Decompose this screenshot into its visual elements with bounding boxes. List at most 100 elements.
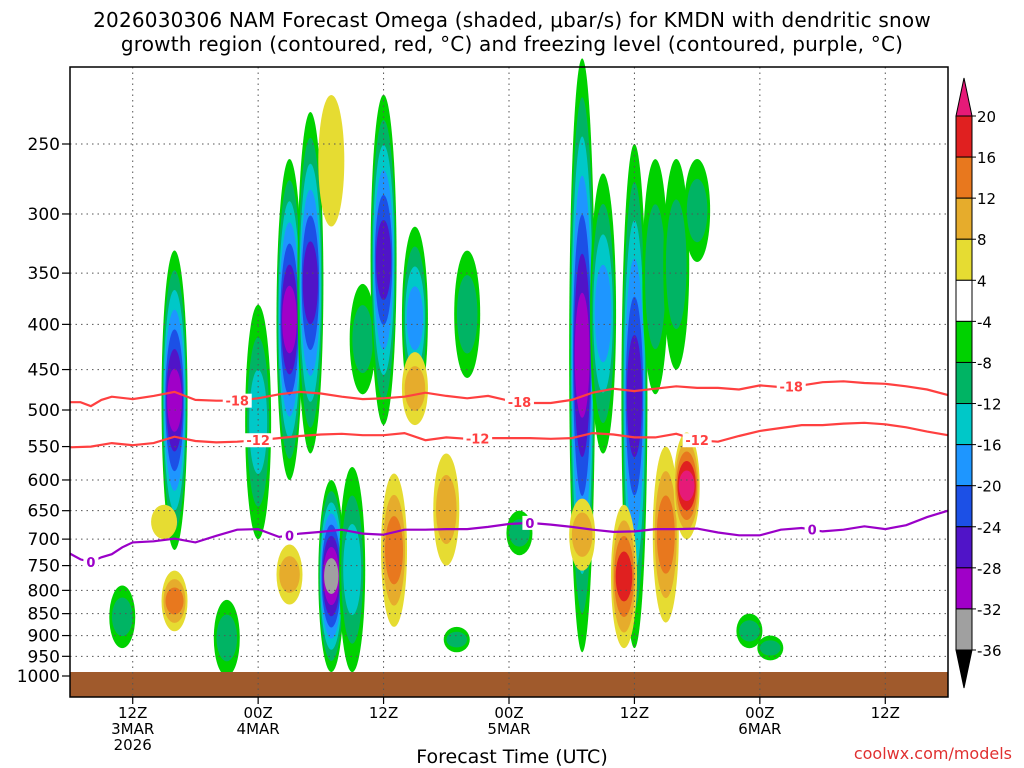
colorbar-label-7: -12 — [977, 396, 1002, 414]
contour-label-0: 0 — [285, 529, 294, 544]
x-axis-label: Forecast Time (UTC) — [416, 746, 608, 768]
omega-cell-31 — [736, 613, 763, 649]
omega-cell-10 — [339, 466, 366, 673]
contour-label--18: -18 — [508, 396, 532, 411]
omega-contour-2-12 — [165, 587, 184, 615]
contour-label-bg — [222, 393, 252, 408]
omega-contour-6--28 — [282, 285, 297, 354]
y-tick-label-600: 600 — [28, 471, 60, 491]
contour-label--12: -12 — [466, 432, 490, 447]
omega-contour-31--8 — [739, 620, 760, 642]
omega-cell-14 — [381, 473, 408, 627]
omega-cell-22 — [590, 173, 617, 454]
omega-contour-8-8 — [279, 556, 300, 593]
y-axis: 2503003504004505005506006507007508008509… — [17, 135, 70, 687]
omega-contour-3--8 — [111, 597, 133, 637]
omega-contour-15--16 — [406, 286, 424, 351]
colorbar-label-5: -4 — [977, 313, 992, 331]
colorbar-label-8: -16 — [977, 437, 1002, 455]
y-tick-label-850: 850 — [28, 605, 60, 625]
omega-cell-27 — [610, 504, 637, 649]
y-tick-label-450: 450 — [28, 361, 60, 381]
contour-label-bg — [522, 515, 538, 530]
y-tick-label-500: 500 — [28, 401, 60, 421]
contour-label-bg — [83, 555, 99, 570]
omega-cell-6 — [276, 159, 303, 481]
omega-contour-14-12 — [385, 516, 404, 585]
omega-cell-12 — [349, 283, 376, 395]
colorbar-swatch-8 — [955, 444, 973, 487]
omega-contour-4--8 — [216, 614, 238, 662]
omega-contour-1-4 — [151, 504, 178, 540]
omega-cell-30 — [569, 498, 596, 571]
contour--12-line — [69, 421, 949, 449]
colorbar-swatch-10 — [955, 526, 973, 569]
omega-contour-28-12 — [656, 495, 675, 574]
omega-cell-24 — [642, 159, 669, 395]
omega-contour-32--8 — [760, 640, 781, 656]
x-tick-label-6-1: 3MAR — [111, 720, 154, 738]
y-tick-label-1000: 1000 — [17, 667, 60, 687]
omega-cell-0 — [161, 250, 188, 550]
x-tick-label-78-0: 12Z — [871, 704, 900, 722]
y-tick-label-750: 750 — [28, 557, 60, 577]
omega-cell-4 — [213, 599, 240, 677]
colorbar-swatch-5 — [955, 320, 973, 363]
omega-contour-25--8 — [665, 199, 687, 330]
x-tick-label-54-0: 12Z — [620, 704, 649, 722]
y-tick-label-700: 700 — [28, 530, 60, 550]
omega-contour-30-8 — [571, 512, 593, 557]
contour-label-0: 0 — [808, 524, 817, 539]
chart-title: 2026030306 NAM Forecast Omega (shaded, μ… — [0, 8, 1024, 56]
contour-label--12: -12 — [685, 434, 709, 449]
y-tick-label-800: 800 — [28, 581, 60, 601]
colorbar-top-arrow — [955, 77, 973, 117]
x-tick-label-6-2: 2026 — [114, 736, 152, 754]
omega-contour-18--8 — [456, 275, 478, 354]
omega-contour-7--24 — [302, 241, 319, 325]
omega-contour-27-16 — [615, 551, 633, 602]
colorbar-swatch-3 — [955, 238, 973, 281]
contour-lines: -18 -18 -18 -12 -12 -12 0 0 0 0 — [69, 379, 949, 571]
colorbar-label-4: 4 — [977, 272, 987, 290]
colorbar-swatch-12 — [955, 608, 973, 651]
contour-label-bg — [804, 522, 820, 537]
y-tick-label-900: 900 — [28, 627, 60, 647]
colorbar-swatch-11 — [955, 567, 973, 610]
contour-label-bg — [682, 433, 712, 448]
omega-cell-8 — [276, 544, 303, 605]
grid-lines — [70, 67, 948, 697]
contour-label-bg — [776, 379, 806, 394]
colorbar-swatch-9 — [955, 485, 973, 528]
y-tick-label-350: 350 — [28, 264, 60, 284]
omega-contour-21--28 — [574, 292, 590, 418]
colorbar-label-10: -24 — [977, 519, 1002, 537]
y-tick-label-950: 950 — [28, 647, 60, 667]
contour-label-bg — [504, 394, 534, 409]
omega-contour-5--12 — [249, 369, 268, 475]
omega-cell-11 — [318, 94, 345, 227]
x-tick-label-30-0: 12Z — [369, 704, 398, 722]
omega-contour-19--8 — [446, 631, 468, 648]
omega-cell-1 — [151, 504, 178, 540]
omega-cell-19 — [443, 626, 470, 653]
colorbar-label-6: -8 — [977, 354, 992, 372]
title-line-1: 2026030306 NAM Forecast Omega (shaded, μ… — [93, 8, 931, 32]
colorbar-label-1: 16 — [977, 149, 996, 167]
contour-label-0: 0 — [86, 556, 95, 571]
y-tick-label-400: 400 — [28, 315, 60, 335]
colorbar-label-0: 20 — [977, 108, 996, 126]
omega-cell-7 — [297, 112, 324, 454]
omega-cell-32 — [757, 635, 784, 661]
omega-contour-29-20 — [678, 470, 695, 502]
omega-contour-24--8 — [645, 204, 666, 350]
omega-cell-5 — [245, 304, 272, 540]
omega-cell-17 — [433, 453, 460, 566]
omega-cell-28 — [652, 446, 679, 623]
omega-cell-9 — [318, 479, 345, 673]
colorbar-label-11: -28 — [977, 560, 1002, 578]
omega-contour-10--12 — [343, 523, 362, 616]
contour-label-bg — [463, 431, 493, 446]
omega-cell-13 — [370, 94, 397, 426]
